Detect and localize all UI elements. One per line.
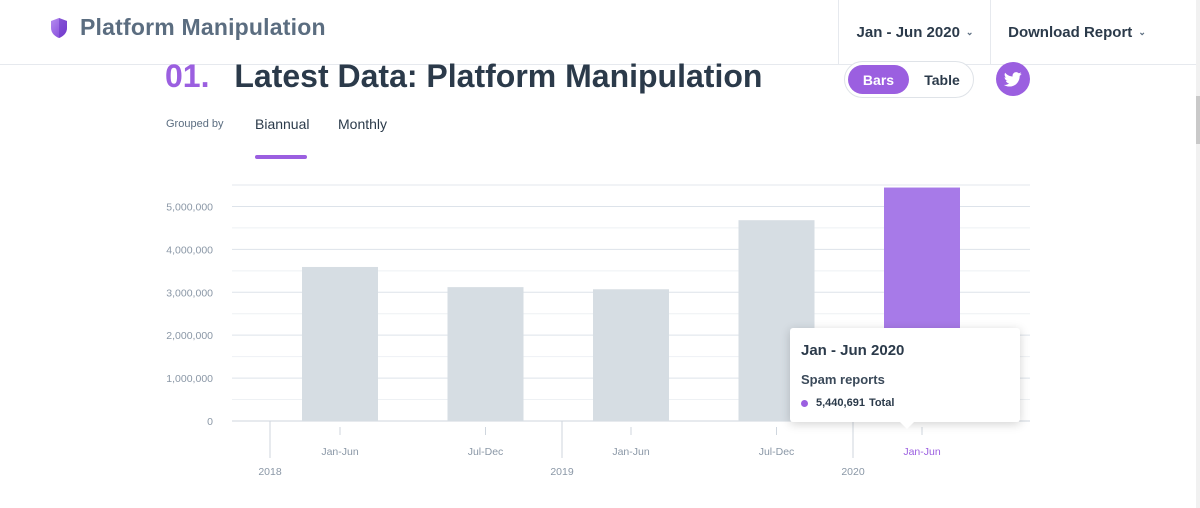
section-heading: 01. Latest Data: Platform Manipulation — [165, 58, 762, 95]
period-selector[interactable]: Jan - Jun 2020 ⌄ — [838, 0, 991, 64]
chevron-down-icon: ⌄ — [965, 26, 974, 37]
tooltip-title: Jan - Jun 2020 — [801, 342, 905, 359]
twitter-share-button[interactable] — [996, 62, 1030, 96]
y-tick-label: 5,000,000 — [166, 201, 213, 213]
tab-monthly[interactable]: Monthly — [338, 116, 388, 132]
year-label: 2020 — [841, 466, 865, 478]
legend-dot — [801, 399, 808, 407]
tooltip-value-suffix: Total — [868, 397, 895, 409]
section-number: 01. — [165, 58, 210, 94]
chevron-down-icon: ⌄ — [1138, 26, 1146, 37]
app-title: Platform Manipulation — [80, 14, 326, 40]
scrollbar-thumb[interactable] — [1196, 96, 1200, 144]
bars-toggle-button[interactable]: Bars — [848, 65, 909, 94]
bar — [447, 287, 524, 421]
y-tick-label: 2,000,000 — [166, 330, 213, 342]
x-tick-label: Jul-Dec — [468, 446, 504, 458]
tab-biannual[interactable]: Biannual — [255, 116, 310, 132]
tooltip-value-row: 5,440,691 Total — [801, 397, 894, 409]
shield-icon — [51, 17, 67, 38]
tooltip-metric: Spam reports — [801, 372, 885, 387]
x-tick-label: Jan-Jun — [612, 446, 650, 458]
bar — [302, 266, 378, 421]
x-tick-label: Jan-Jun — [903, 446, 941, 458]
x-tick-label: Jul-Dec — [759, 446, 795, 458]
year-label: 2018 — [258, 466, 282, 478]
period-selector-label: Jan - Jun 2020 — [856, 23, 960, 41]
twitter-icon — [1004, 71, 1022, 87]
y-tick-label: 4,000,000 — [166, 244, 213, 256]
scrollbar-track[interactable] — [1196, 0, 1200, 508]
bar — [593, 289, 669, 421]
brand[interactable]: Platform Manipulation — [50, 14, 326, 41]
year-label: 2019 — [550, 466, 574, 478]
download-report-button[interactable]: Download Report ⌄ — [990, 0, 1163, 64]
y-tick-label: 3,000,000 — [166, 287, 213, 299]
tooltip-value: 5,440,691 — [816, 397, 865, 409]
section-title: Latest Data: Platform Manipulation — [234, 58, 763, 94]
chart-tooltip: Jan - Jun 2020 Spam reports 5,440,691 To… — [790, 328, 1020, 429]
x-tick-label: Jan-Jun — [321, 446, 359, 458]
y-tick-label: 1,000,000 — [166, 373, 213, 385]
download-report-label: Download Report — [1008, 23, 1133, 41]
view-toggle: Bars Table — [844, 61, 974, 98]
grouped-by-label: Grouped by — [166, 118, 224, 130]
active-tab-indicator — [255, 155, 307, 159]
table-toggle-button[interactable]: Table — [924, 71, 960, 88]
y-tick-label: 0 — [207, 416, 213, 428]
top-bar: Platform Manipulation Jan - Jun 2020 ⌄ D… — [0, 0, 1200, 65]
